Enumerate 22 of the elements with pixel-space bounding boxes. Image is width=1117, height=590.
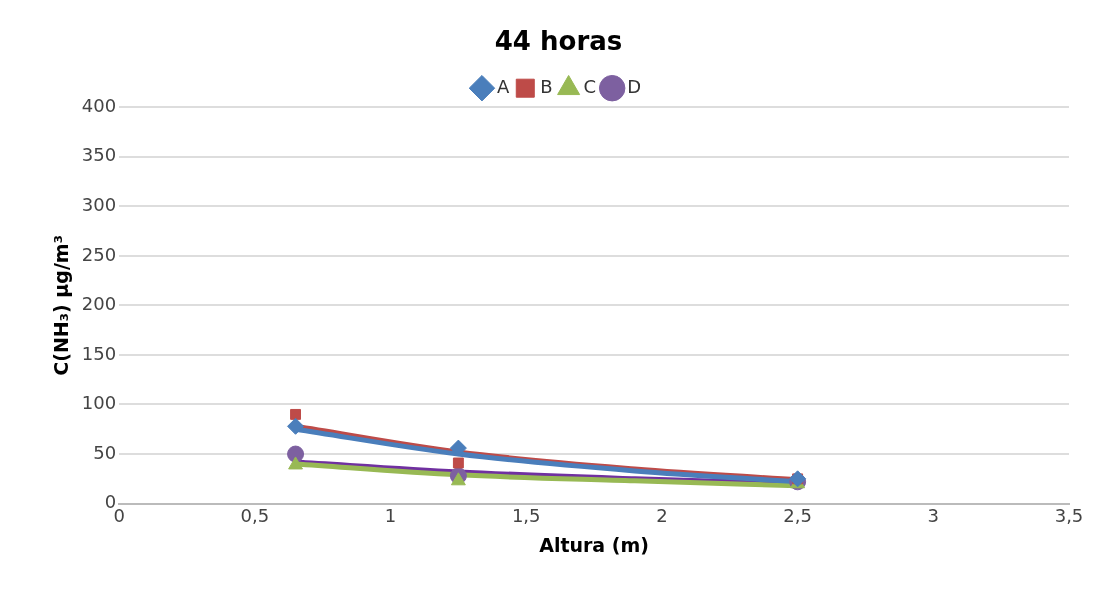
x-tick-label: 0,5 (240, 505, 270, 527)
y-tick-label: 150 (81, 342, 117, 364)
y-tick-label: 50 (93, 441, 117, 463)
y-tick-label: 300 (81, 193, 117, 215)
x-tick-label: 1,5 (511, 505, 541, 527)
x-tick-label: 3 (927, 505, 940, 527)
x-tick-label: 2 (656, 505, 668, 527)
y-axis-title: C(NH₃) µg/m³ (50, 235, 73, 376)
x-tick-label: 2,5 (783, 505, 812, 527)
legend-label: B (540, 75, 553, 97)
x-tick-label: 3,5 (1054, 505, 1084, 527)
legend-label: D (627, 75, 642, 97)
chart-title: 44 horas (494, 26, 623, 57)
y-tick-label: 200 (81, 293, 117, 315)
x-axis-title: Altura (m) (539, 533, 649, 556)
y-tick-label: 100 (81, 392, 117, 414)
y-tick-label: 250 (81, 243, 117, 265)
y-tick-label: 350 (81, 144, 117, 166)
x-tick-label: 1 (384, 505, 397, 527)
y-tick-label: 400 (81, 94, 117, 116)
legend-label: C (583, 75, 597, 97)
legend-label: A (496, 75, 510, 97)
